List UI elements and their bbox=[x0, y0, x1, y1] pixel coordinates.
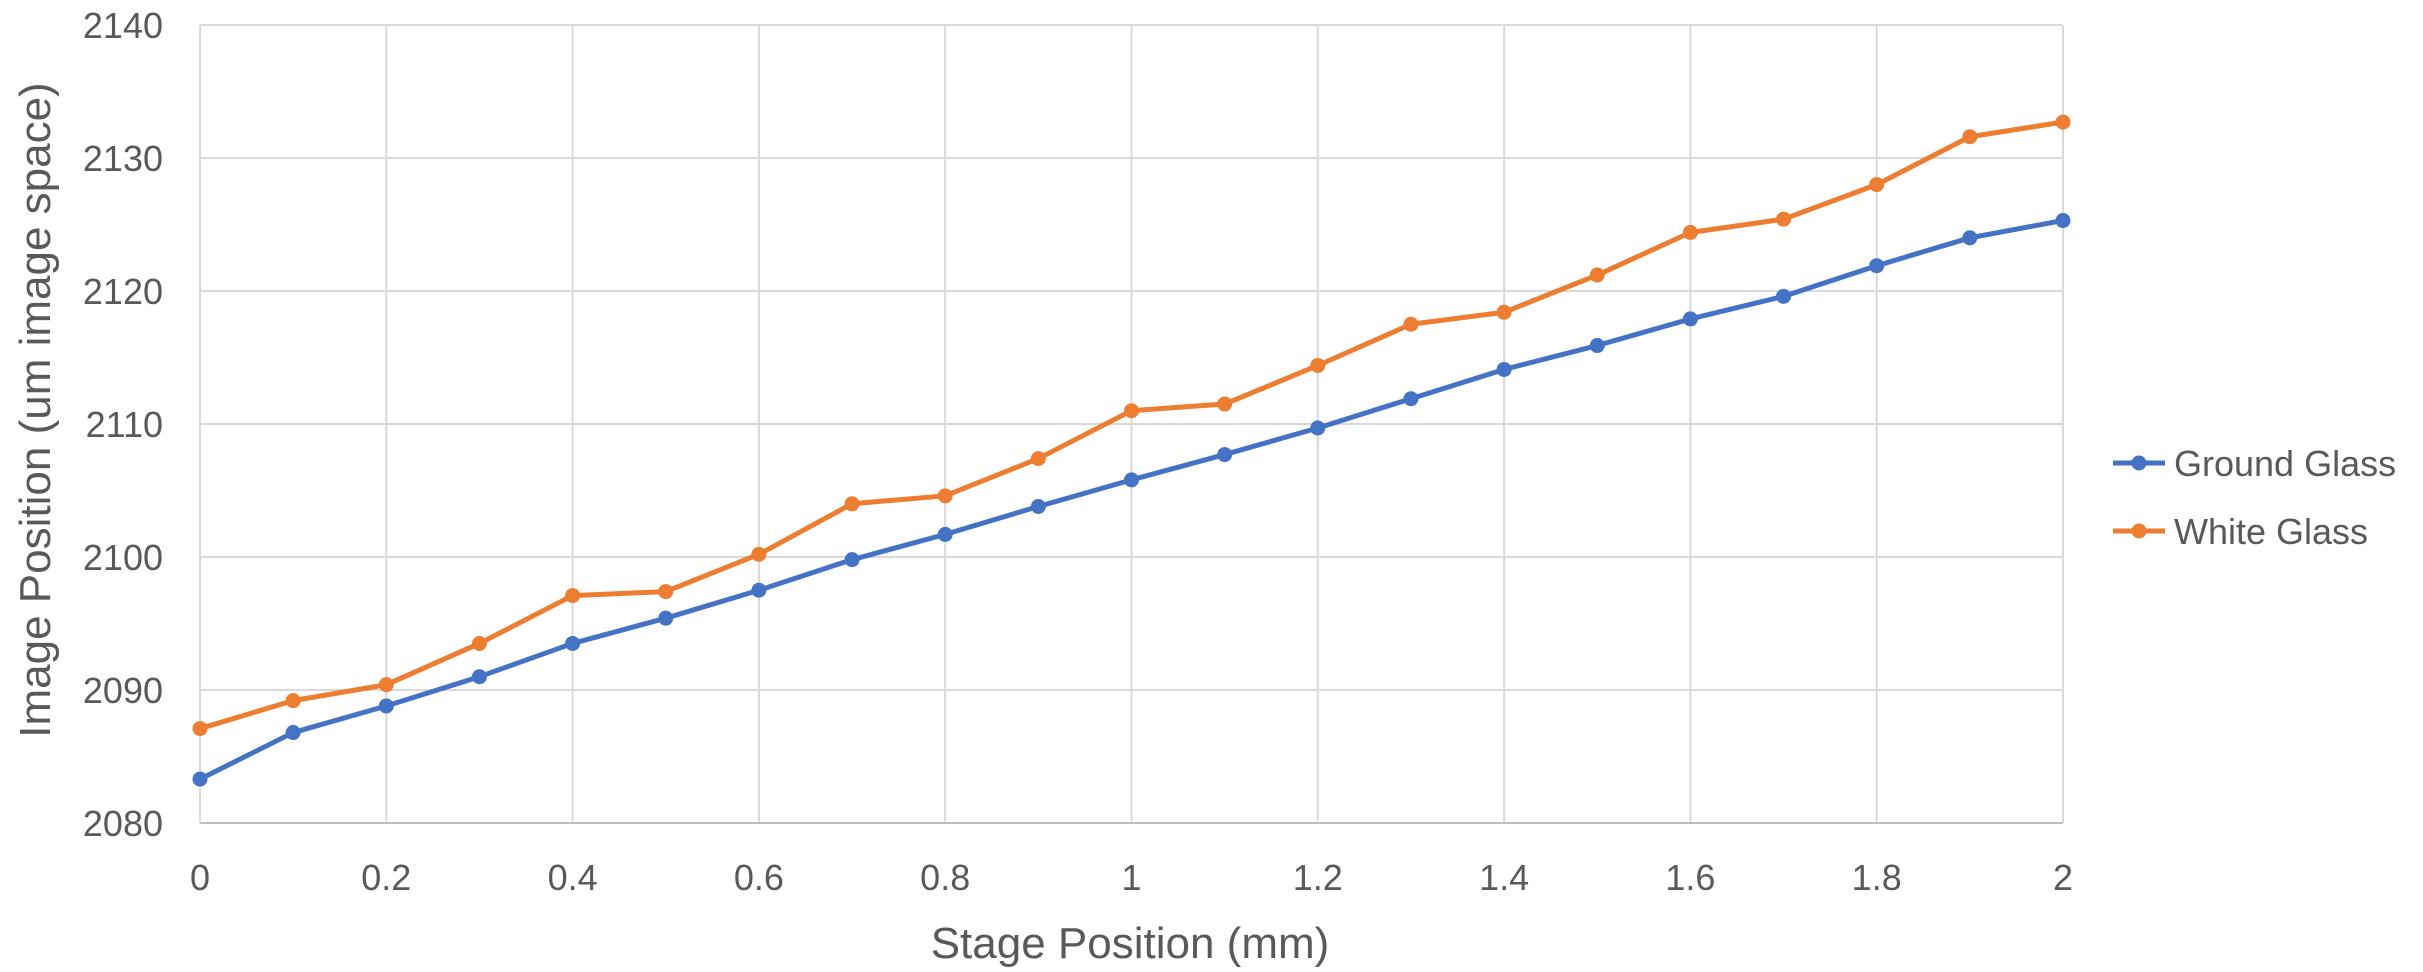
series-white-glass bbox=[192, 114, 2071, 737]
legend-label: White Glass bbox=[2174, 511, 2368, 552]
data-point-white-glass bbox=[1496, 304, 1512, 320]
data-point-white-glass bbox=[285, 693, 301, 709]
data-point-ground-glass bbox=[471, 669, 487, 685]
data-point-white-glass bbox=[1962, 129, 1978, 145]
x-tick-label: 1.6 bbox=[1665, 857, 1715, 898]
gridlines bbox=[199, 24, 2064, 824]
x-tick-label: 1.8 bbox=[1852, 857, 1902, 898]
legend-item-white-glass: White Glass bbox=[2113, 511, 2368, 552]
data-point-ground-glass bbox=[1776, 288, 1792, 304]
x-tick-label: 0 bbox=[190, 857, 210, 898]
data-point-ground-glass bbox=[658, 610, 674, 626]
data-point-white-glass bbox=[844, 496, 860, 512]
legend: Ground Glass White Glass bbox=[2113, 443, 2396, 552]
y-tick-label: 2100 bbox=[83, 537, 163, 578]
data-point-white-glass bbox=[1589, 267, 1605, 283]
data-point-ground-glass bbox=[2055, 213, 2071, 229]
data-point-ground-glass bbox=[378, 698, 394, 714]
x-tick-label: 0.4 bbox=[548, 857, 598, 898]
legend-swatch-marker bbox=[2131, 523, 2147, 539]
data-point-white-glass bbox=[658, 584, 674, 600]
axes bbox=[199, 25, 2063, 824]
x-axis-title: Stage Position (mm) bbox=[931, 919, 1330, 967]
data-point-white-glass bbox=[1403, 316, 1419, 332]
tick-labels: 2080 2090 2100 2110 2120 2130 2140 0 0.2 0.4 0.6 0.… bbox=[83, 5, 2073, 898]
data-point-ground-glass bbox=[1869, 258, 1885, 274]
legend-label: Ground Glass bbox=[2174, 443, 2396, 484]
x-tick-label: 1.4 bbox=[1479, 857, 1529, 898]
x-tick-label: 1.2 bbox=[1293, 857, 1343, 898]
data-point-ground-glass bbox=[192, 771, 208, 787]
y-tick-label: 2120 bbox=[83, 271, 163, 312]
data-point-white-glass bbox=[378, 677, 394, 693]
y-tick-label: 2080 bbox=[83, 803, 163, 844]
series-ground-glass bbox=[192, 213, 2071, 787]
data-point-ground-glass bbox=[1589, 338, 1605, 354]
y-tick-label: 2130 bbox=[83, 138, 163, 179]
x-tick-label: 1 bbox=[1121, 857, 1141, 898]
data-point-ground-glass bbox=[1962, 230, 1978, 246]
y-tick-label: 2140 bbox=[83, 5, 163, 46]
data-point-ground-glass bbox=[844, 552, 860, 568]
data-point-white-glass bbox=[565, 588, 581, 604]
data-point-white-glass bbox=[471, 635, 487, 651]
legend-swatch-marker bbox=[2131, 455, 2147, 471]
data-point-white-glass bbox=[1310, 357, 1326, 373]
data-point-white-glass bbox=[751, 546, 767, 562]
y-tick-label: 2090 bbox=[83, 670, 163, 711]
data-point-white-glass bbox=[2055, 114, 2071, 130]
x-tick-label: 0.2 bbox=[361, 857, 411, 898]
data-point-ground-glass bbox=[1496, 361, 1512, 377]
data-point-ground-glass bbox=[1217, 447, 1233, 463]
data-point-ground-glass bbox=[1124, 472, 1139, 488]
data-point-white-glass bbox=[1217, 396, 1233, 412]
series bbox=[192, 114, 2071, 787]
x-tick-label: 0.8 bbox=[920, 857, 970, 898]
data-point-ground-glass bbox=[1030, 498, 1046, 514]
data-point-ground-glass bbox=[937, 526, 953, 542]
data-point-white-glass bbox=[1776, 211, 1792, 227]
data-point-ground-glass bbox=[1682, 311, 1698, 327]
data-point-white-glass bbox=[1124, 403, 1139, 419]
y-tick-label: 2110 bbox=[86, 404, 163, 445]
data-point-white-glass bbox=[1030, 451, 1046, 467]
x-tick-label: 0.6 bbox=[734, 857, 784, 898]
y-axis-title: Image Position (um image space) bbox=[11, 82, 60, 737]
data-point-ground-glass bbox=[1403, 391, 1419, 407]
data-point-ground-glass bbox=[751, 582, 767, 598]
data-point-ground-glass bbox=[1310, 420, 1326, 436]
data-point-ground-glass bbox=[565, 635, 581, 651]
data-point-white-glass bbox=[1682, 224, 1698, 240]
data-point-white-glass bbox=[937, 488, 953, 504]
data-point-ground-glass bbox=[285, 725, 301, 741]
legend-item-ground-glass: Ground Glass bbox=[2113, 443, 2396, 484]
x-tick-label: 2 bbox=[2053, 857, 2073, 898]
data-point-white-glass bbox=[192, 721, 208, 737]
data-point-white-glass bbox=[1869, 177, 1885, 193]
